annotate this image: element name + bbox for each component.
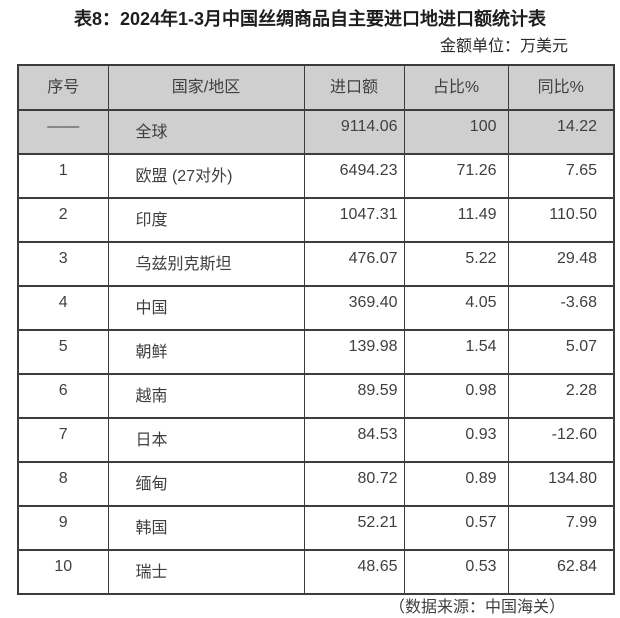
table-row: 4 中国 369.40 4.05 -3.68: [17, 285, 615, 331]
table-row: 7 日本 84.53 0.93 -12.60: [17, 417, 615, 463]
row-share: 4.05: [403, 285, 509, 331]
row-amount: 84.53: [303, 417, 405, 463]
table-row: 6 越南 89.59 0.98 2.28: [17, 373, 615, 419]
row-no: 5: [17, 329, 109, 375]
row-yoy: -3.68: [507, 285, 615, 331]
row-region: 全球: [107, 109, 305, 155]
row-no: 1: [17, 153, 109, 199]
row-no: 3: [17, 241, 109, 287]
header-no: 序号: [17, 64, 109, 111]
row-share: 0.89: [403, 461, 509, 507]
row-share: 0.93: [403, 417, 509, 463]
row-region: 欧盟 (27对外): [107, 153, 305, 199]
row-region: 韩国: [107, 505, 305, 551]
table-row: 8 缅甸 80.72 0.89 134.80: [17, 461, 615, 507]
unit-note: 金额单位：万美元: [439, 38, 568, 55]
header-yoy: 同比%: [507, 64, 615, 111]
row-share: 5.22: [403, 241, 509, 287]
source-note: （数据来源：中国海关）: [388, 599, 565, 616]
row-region: 越南: [107, 373, 305, 419]
row-yoy: 134.80: [507, 461, 615, 507]
header-share: 占比%: [403, 64, 509, 111]
table-header-row: 序号 国家/地区 进口额 占比% 同比%: [17, 64, 615, 111]
row-yoy: 5.07: [507, 329, 615, 375]
row-amount: 6494.23: [303, 153, 405, 199]
table-row: —— 全球 9114.06 100 14.22: [17, 109, 615, 155]
header-amount: 进口额: [303, 64, 405, 111]
row-share: 0.57: [403, 505, 509, 551]
row-yoy: 7.65: [507, 153, 615, 199]
row-yoy: 62.84: [507, 549, 615, 595]
row-no: 2: [17, 197, 109, 243]
row-share: 100: [403, 109, 509, 155]
row-amount: 89.59: [303, 373, 405, 419]
row-amount: 369.40: [303, 285, 405, 331]
row-amount: 476.07: [303, 241, 405, 287]
table-row: 9 韩国 52.21 0.57 7.99: [17, 505, 615, 551]
row-no: 10: [17, 549, 109, 595]
row-amount: 52.21: [303, 505, 405, 551]
row-region: 朝鲜: [107, 329, 305, 375]
header-region: 国家/地区: [107, 64, 305, 111]
row-amount: 80.72: [303, 461, 405, 507]
table-row: 3 乌兹别克斯坦 476.07 5.22 29.48: [17, 241, 615, 287]
row-amount: 1047.31: [303, 197, 405, 243]
row-no: 6: [17, 373, 109, 419]
row-yoy: 110.50: [507, 197, 615, 243]
row-amount: 139.98: [303, 329, 405, 375]
row-region: 缅甸: [107, 461, 305, 507]
page-title: 表8：2024年1-3月中国丝绸商品自主要进口地进口额统计表: [73, 9, 547, 29]
row-yoy: 29.48: [507, 241, 615, 287]
table-row: 10 瑞士 48.65 0.53 62.84: [17, 549, 615, 595]
row-share: 71.26: [403, 153, 509, 199]
table-row: 2 印度 1047.31 11.49 110.50: [17, 197, 615, 243]
table-row: 5 朝鲜 139.98 1.54 5.07: [17, 329, 615, 375]
row-share: 0.53: [403, 549, 509, 595]
row-no: ——: [17, 109, 109, 155]
row-region: 乌兹别克斯坦: [107, 241, 305, 287]
row-yoy: 2.28: [507, 373, 615, 419]
row-no: 8: [17, 461, 109, 507]
row-no: 4: [17, 285, 109, 331]
row-region: 日本: [107, 417, 305, 463]
row-no: 9: [17, 505, 109, 551]
row-share: 0.98: [403, 373, 509, 419]
row-amount: 9114.06: [303, 109, 405, 155]
row-region: 印度: [107, 197, 305, 243]
row-amount: 48.65: [303, 549, 405, 595]
row-share: 1.54: [403, 329, 509, 375]
row-region: 中国: [107, 285, 305, 331]
row-no: 7: [17, 417, 109, 463]
row-region: 瑞士: [107, 549, 305, 595]
row-share: 11.49: [403, 197, 509, 243]
row-yoy: 7.99: [507, 505, 615, 551]
import-stats-table: 序号 国家/地区 进口额 占比% 同比% —— 全球 9114.06 100 1…: [17, 64, 615, 595]
table-row: 1 欧盟 (27对外) 6494.23 71.26 7.65: [17, 153, 615, 199]
row-yoy: -12.60: [507, 417, 615, 463]
row-yoy: 14.22: [507, 109, 615, 155]
